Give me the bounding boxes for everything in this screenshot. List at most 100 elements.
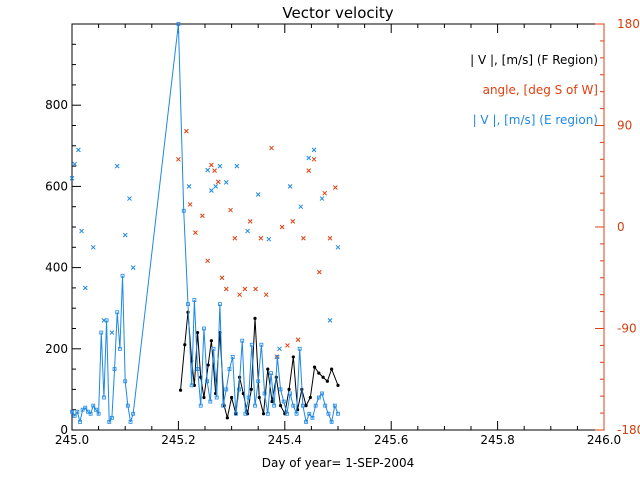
data-point xyxy=(183,343,187,347)
data-point xyxy=(275,355,280,359)
data-point xyxy=(102,395,106,400)
data-point-x xyxy=(327,235,333,241)
data-point xyxy=(294,411,299,416)
data-point-x xyxy=(223,286,229,292)
series-0 xyxy=(178,310,340,420)
data-point xyxy=(86,409,90,414)
data-point xyxy=(329,419,334,424)
x-tick-label: 245.8 xyxy=(480,433,514,447)
chart-title: Vector velocity xyxy=(282,4,393,22)
data-point xyxy=(253,403,257,408)
data-point-x xyxy=(306,168,312,173)
data-point-x xyxy=(245,228,250,234)
data-point xyxy=(307,411,312,416)
data-point-x xyxy=(258,235,264,241)
data-point xyxy=(206,363,210,367)
data-point xyxy=(300,403,305,408)
data-point xyxy=(317,371,321,375)
data-point xyxy=(240,338,245,343)
series-1 xyxy=(176,128,338,360)
y-tick-label: 800 xyxy=(45,98,68,112)
data-point-x xyxy=(82,285,88,291)
data-point xyxy=(131,411,136,416)
data-point-x xyxy=(277,346,282,352)
data-point xyxy=(278,404,283,408)
x-tick-label: 245.0 xyxy=(55,433,89,447)
data-point-x xyxy=(269,145,274,151)
data-point xyxy=(308,395,312,400)
y2-tick-label: -90 xyxy=(617,322,637,336)
data-point xyxy=(117,346,122,351)
data-point-x xyxy=(184,128,189,134)
data-point-x xyxy=(109,330,115,335)
data-point-x xyxy=(176,156,181,162)
data-point xyxy=(189,383,194,388)
series-line xyxy=(180,312,339,418)
data-point-x xyxy=(205,258,211,264)
y2-tick-label: 90 xyxy=(617,119,632,133)
data-point xyxy=(88,411,93,416)
data-point xyxy=(80,407,85,412)
data-point xyxy=(217,302,222,307)
data-point xyxy=(128,419,133,424)
data-point xyxy=(72,413,77,418)
data-point-x xyxy=(301,235,306,241)
data-point xyxy=(253,316,257,320)
data-point-x xyxy=(242,286,248,292)
data-point-x xyxy=(335,244,341,250)
data-point-x xyxy=(311,156,317,162)
data-point xyxy=(336,411,340,416)
data-point xyxy=(287,387,291,391)
y-tick-label: 200 xyxy=(45,342,68,356)
data-point xyxy=(227,367,232,372)
data-point-x xyxy=(228,207,233,213)
data-point xyxy=(214,395,219,400)
data-point xyxy=(94,407,98,412)
data-point xyxy=(304,419,308,424)
data-point xyxy=(285,411,289,416)
legend-e-region: | V |, [m/s] (E region) xyxy=(473,113,598,127)
data-point xyxy=(270,399,274,404)
x-tick-label: 245.6 xyxy=(374,433,408,447)
data-point xyxy=(221,403,225,408)
legend-f-region: | V |, [m/s] (F Region) xyxy=(470,53,598,67)
data-point-x xyxy=(290,219,296,224)
data-point xyxy=(123,379,128,384)
y-tick-label: 600 xyxy=(45,179,68,193)
data-point-x xyxy=(287,184,293,189)
data-point xyxy=(224,387,229,392)
data-point xyxy=(195,367,200,372)
data-point-x xyxy=(279,224,285,230)
legend: | V |, [m/s] (F Region) angle, [deg S of… xyxy=(470,53,598,127)
data-point xyxy=(266,367,270,371)
data-point-x xyxy=(213,184,218,189)
data-point xyxy=(181,208,186,213)
data-point xyxy=(325,379,329,383)
data-point xyxy=(262,391,267,396)
data-point-x xyxy=(114,163,120,169)
data-point xyxy=(316,395,321,400)
data-point xyxy=(256,379,261,384)
y2-tick-label: 180 xyxy=(617,17,640,31)
data-point xyxy=(257,395,261,400)
data-point-x xyxy=(101,318,107,323)
data-point xyxy=(336,383,340,387)
data-point-x xyxy=(255,192,261,197)
data-point xyxy=(202,395,206,400)
data-point xyxy=(321,375,325,379)
data-point-x xyxy=(237,292,242,298)
data-point-x xyxy=(332,185,338,190)
data-point xyxy=(330,367,334,371)
data-point-x xyxy=(263,292,269,298)
data-point xyxy=(209,339,213,343)
data-point xyxy=(297,346,302,351)
data-point-x xyxy=(205,167,211,173)
data-point xyxy=(178,388,183,392)
data-point-x xyxy=(266,236,272,242)
data-point-x xyxy=(130,265,136,270)
data-point-x xyxy=(193,230,198,235)
data-point xyxy=(70,409,74,414)
data-point xyxy=(269,371,273,376)
data-point-x xyxy=(76,147,81,153)
data-point-x xyxy=(232,235,238,241)
